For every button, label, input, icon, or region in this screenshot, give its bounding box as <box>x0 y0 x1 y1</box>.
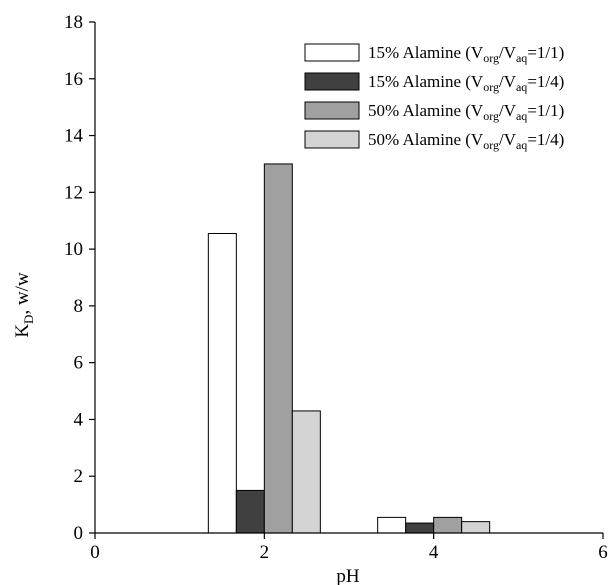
y-tick-label-18: 18 <box>64 12 83 33</box>
bar-series-3-ph-2 <box>263 163 293 534</box>
bar-series-2-ph-2 <box>235 489 265 534</box>
bar-series-1-ph-4 <box>377 516 407 534</box>
y-tick-label-10: 10 <box>64 239 83 260</box>
y-axis-title: KD, w/w <box>12 272 36 338</box>
bar-series-1-ph-2 <box>207 232 237 534</box>
y-axis-title-sub: D <box>21 315 36 324</box>
y-tick-label-6: 6 <box>74 353 84 374</box>
y-tick-label-14: 14 <box>64 126 84 147</box>
bar-series-2-ph-4 <box>405 522 435 534</box>
legend-label-1: 15% Alamine (Vorg/Vaq=1/1) <box>368 43 564 65</box>
ticks: 0 2 4 6 8 10 12 14 16 18 0 2 4 6 <box>64 12 608 563</box>
y-tick-label-0: 0 <box>74 523 84 544</box>
legend-swatch-4 <box>304 130 360 149</box>
y-tick-label-16: 16 <box>64 69 83 90</box>
x-tick-label-0: 0 <box>90 542 100 563</box>
x-tick-label-2: 2 <box>260 542 270 563</box>
bars <box>207 163 491 534</box>
y-tick-label-12: 12 <box>64 182 83 203</box>
legend-label-3: 50% Alamine (Vorg/Vaq=1/1) <box>368 101 564 123</box>
y-axis-title-main: K <box>12 324 33 338</box>
legend-swatch-3 <box>304 101 360 120</box>
bar-series-4-ph-2 <box>291 410 321 534</box>
legend-label-2: 15% Alamine (Vorg/Vaq=1/4) <box>368 72 564 94</box>
y-tick-label-8: 8 <box>74 296 84 317</box>
bar-series-4-ph-4 <box>461 521 491 534</box>
legend-swatch-2 <box>304 72 360 91</box>
x-axis-title: pH <box>336 566 360 585</box>
y-axis-title-unit: , w/w <box>12 272 33 315</box>
axes <box>94 22 603 534</box>
bar-series-3-ph-4 <box>433 516 463 534</box>
y-tick-label-2: 2 <box>74 466 84 487</box>
legend-label-4: 50% Alamine (Vorg/Vaq=1/4) <box>368 130 564 152</box>
x-tick-label-4: 4 <box>429 542 439 563</box>
y-tick-label-4: 4 <box>74 409 84 430</box>
x-tick-label-6: 6 <box>598 542 608 563</box>
legend: 15% Alamine (Vorg/Vaq=1/1) 15% Alamine (V… <box>304 43 564 152</box>
legend-swatch-1 <box>304 43 360 62</box>
